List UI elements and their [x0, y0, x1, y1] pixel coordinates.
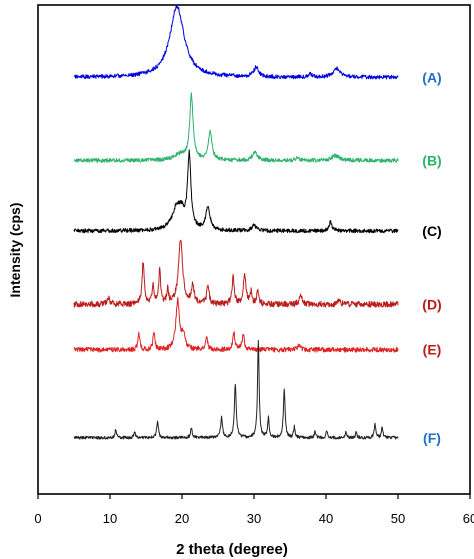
series-label-e: (E)	[423, 342, 442, 358]
series-label-f: (F)	[423, 430, 441, 446]
x-tick-label: 0	[34, 511, 41, 526]
series-label-layer: (A) (B) (C) (D) (E) (F)	[422, 69, 441, 445]
plot-frame	[37, 4, 471, 495]
series-label-a: (A)	[422, 69, 441, 85]
x-tick-layer: 0 10 20 30 40 50 60	[34, 494, 474, 526]
x-tick-label: 10	[103, 511, 117, 526]
x-tick-label: 20	[175, 511, 189, 526]
series-line-f	[73, 339, 399, 440]
y-axis-label: Intensity (cps)	[7, 203, 23, 298]
series-label-b: (B)	[422, 153, 441, 169]
series-line-e	[73, 296, 399, 353]
series-label-c: (C)	[422, 223, 441, 239]
series-label-d: (D)	[422, 296, 441, 312]
series-line-d	[73, 239, 399, 308]
series-line-a	[73, 4, 399, 80]
x-tick-label: 50	[391, 511, 405, 526]
x-tick-label: 60	[463, 511, 474, 526]
series-line-c	[73, 149, 399, 234]
x-tick-label: 40	[319, 511, 333, 526]
x-tick-label: 30	[247, 511, 261, 526]
series-line-b	[73, 92, 399, 163]
x-axis-label: 2 theta (degree)	[176, 541, 288, 558]
series-layer	[73, 4, 399, 440]
